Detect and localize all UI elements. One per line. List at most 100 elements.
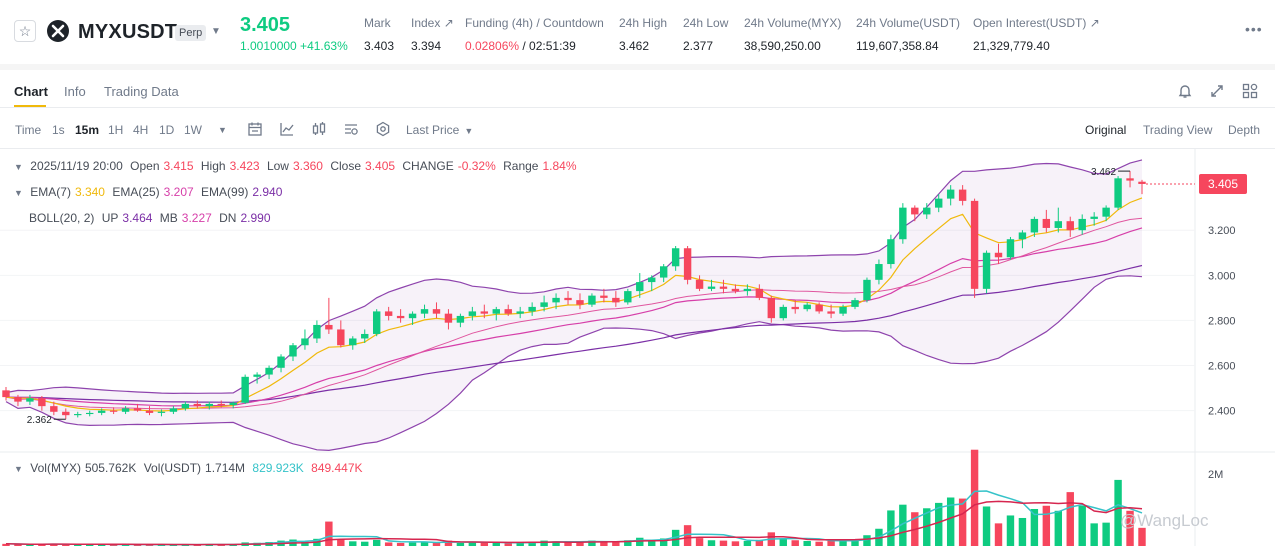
candle-body [624, 291, 632, 303]
candlestick-chart-svg[interactable]: 3.200 3.000 2.800 2.600 2.400 2M 3.462 2.362 [0, 149, 1275, 546]
volume-bar [839, 540, 847, 546]
stat-24h-high: 24h High 3.462 [619, 16, 667, 53]
volume-bar [552, 541, 560, 546]
volume-bar [923, 508, 931, 546]
collapse-caret-icon[interactable]: ▼ [14, 188, 23, 198]
ohlc-legend: ▼ 2025/11/19 20:00 Open 3.415 High 3.423 L… [14, 159, 581, 173]
symbol-name[interactable]: MYXUSDT [78, 21, 178, 43]
collapse-caret-icon[interactable]: ▼ [14, 464, 23, 474]
view-original[interactable]: Original [1085, 123, 1127, 137]
tab-chart[interactable]: Chart [14, 84, 48, 99]
layout-icon[interactable] [1241, 82, 1259, 100]
candle-body [875, 264, 883, 280]
volume-bar [432, 542, 441, 546]
stat-label: Index ↗ [411, 16, 454, 30]
stat-mark: Mark 3.403 [364, 16, 394, 53]
candle-body [2, 390, 10, 398]
candle-body [1114, 178, 1122, 208]
symbol-dropdown-caret-icon[interactable]: ▼ [211, 26, 221, 37]
timeframe-more-caret-icon[interactable]: ▼ [218, 125, 227, 135]
vol-label: Vol(MYX) [30, 461, 81, 475]
volume-bar [791, 540, 799, 546]
chart-toolbar: Time 1s 15m 1H 4H 1D 1W ▼ Last Price ▼ Or… [0, 108, 1275, 149]
candle-body [791, 306, 799, 310]
candle-body [26, 398, 34, 402]
boll-dn-label: DN [219, 211, 237, 225]
perp-badge: Perp [175, 25, 207, 41]
vol-usdt-label: Vol(USDT) [143, 461, 202, 475]
candle-body [241, 376, 249, 403]
timeframe-time[interactable]: Time [15, 123, 42, 137]
ema25-label: EMA(25) [112, 185, 160, 199]
candle-body [695, 279, 704, 289]
y-axis-tick-label: 3.000 [1208, 270, 1236, 282]
volume-bar [396, 542, 405, 546]
view-depth[interactable]: Depth [1228, 123, 1261, 137]
candle-body [277, 356, 285, 368]
ticker-header: ☆ MYXUSDT Perp ▼ 3.405 1.0010000 +41.63%… [0, 0, 1275, 64]
price-mode-select[interactable]: Last Price ▼ [406, 123, 473, 137]
change-value: -0.32% [457, 159, 496, 173]
volume-bar [863, 535, 871, 546]
boll-mb-value: 3.227 [181, 211, 212, 225]
bell-icon[interactable] [1176, 82, 1194, 100]
volume-bar [14, 544, 22, 546]
volume-bar [480, 542, 489, 546]
timeframe-1w[interactable]: 1W [184, 123, 202, 137]
timeframe-15m[interactable]: 15m [75, 123, 100, 137]
view-trading-view[interactable]: Trading View [1143, 123, 1213, 137]
candle-body [492, 309, 500, 314]
candle-body [743, 288, 752, 292]
timeframe-1d[interactable]: 1D [159, 123, 175, 137]
volume-bar [528, 541, 536, 546]
candle-body [217, 403, 225, 406]
expand-icon[interactable] [1208, 82, 1226, 100]
ema99-label: EMA(99) [201, 185, 249, 199]
volume-bar [361, 541, 369, 546]
volume-bar [2, 543, 10, 546]
timeframe-4h[interactable]: 4H [133, 123, 149, 137]
volume-bar [576, 542, 584, 546]
candle-body [1078, 218, 1086, 231]
settings-icon[interactable] [375, 121, 391, 137]
price-chart[interactable]: 3.200 3.000 2.800 2.600 2.400 2M 3.462 2.362 ▼… [0, 149, 1275, 546]
close-label: Close [330, 159, 362, 173]
funding-rate: 0.02806% [465, 39, 520, 53]
stat-open-interest[interactable]: Open Interest(USDT) ↗ 21,329,779.40 [973, 16, 1100, 53]
volume-bar [516, 542, 524, 546]
tab-info[interactable]: Info [64, 84, 86, 99]
volume-bar [982, 506, 991, 546]
tab-trading-data[interactable]: Trading Data [104, 84, 179, 99]
volume-bar [97, 544, 106, 546]
chart-type-icon[interactable] [279, 121, 295, 137]
calendar-icon[interactable] [247, 121, 263, 137]
candle-body [1030, 218, 1039, 233]
candle-body [600, 295, 608, 298]
candle-body [408, 313, 417, 319]
stat-value: 38,590,250.00 [744, 39, 821, 53]
volume-bar [38, 544, 46, 546]
candle-body [576, 300, 584, 305]
candle-body [648, 277, 656, 283]
favorite-star-icon[interactable]: ☆ [14, 20, 36, 42]
volume-bar [803, 540, 811, 546]
stat-label: Funding (4h) / Countdown [465, 16, 604, 30]
stat-index[interactable]: Index ↗ 3.394 [411, 16, 454, 53]
candle-body [528, 306, 536, 312]
volume-bar [492, 542, 500, 546]
volume-bar [301, 541, 309, 546]
volume-bar [85, 544, 94, 546]
volume-bar [468, 542, 477, 546]
ellipsis-icon[interactable]: ••• [1245, 21, 1263, 37]
indicator-icon[interactable] [343, 121, 359, 137]
candles-icon[interactable] [311, 121, 327, 137]
collapse-caret-icon[interactable]: ▼ [14, 162, 23, 172]
volume-bar [827, 540, 835, 546]
timeframe-1s[interactable]: 1s [52, 123, 65, 137]
candle-body [361, 333, 369, 339]
volume-bar [970, 449, 979, 546]
timeframe-1h[interactable]: 1H [108, 123, 124, 137]
boll-legend: BOLL(20, 2) UP 3.464 MB 3.227 DN 2.990 [29, 211, 275, 225]
volume-bar [444, 540, 453, 546]
volume-bar [1138, 527, 1146, 546]
